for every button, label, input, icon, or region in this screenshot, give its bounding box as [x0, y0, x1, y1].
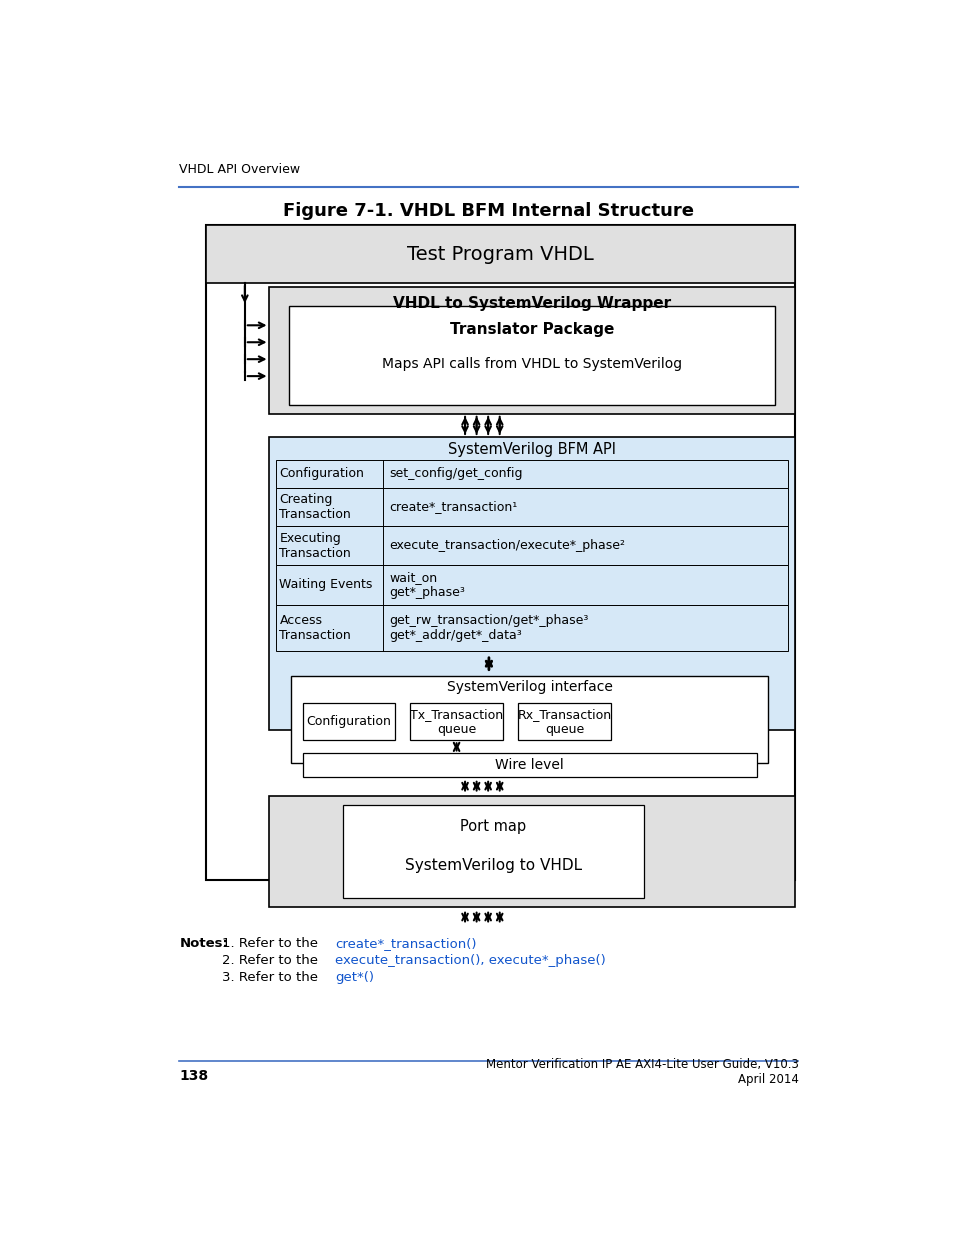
Text: 1. Refer to the: 1. Refer to the: [221, 936, 322, 950]
Text: Executing
Transaction: Executing Transaction: [279, 531, 351, 559]
Text: 3. Refer to the: 3. Refer to the: [221, 971, 322, 983]
Text: Port map: Port map: [460, 819, 526, 834]
Bar: [206, 225, 794, 283]
Text: set_config/get_config: set_config/get_config: [389, 467, 522, 480]
Bar: [275, 564, 787, 605]
Text: Wire level: Wire level: [495, 758, 563, 772]
Text: Waiting Events: Waiting Events: [279, 578, 373, 592]
Text: Test Program VHDL: Test Program VHDL: [407, 245, 593, 263]
Bar: [517, 704, 610, 740]
Text: SystemVerilog interface: SystemVerilog interface: [446, 680, 612, 694]
Text: Configuration: Configuration: [279, 467, 364, 480]
Text: VHDL API Overview: VHDL API Overview: [179, 163, 300, 177]
Bar: [269, 437, 794, 730]
Text: create*_transaction(): create*_transaction(): [335, 936, 476, 950]
Text: Configuration: Configuration: [306, 715, 391, 729]
Text: Mentor Verification IP AE AXI4-Lite User Guide, V10.3
April 2014: Mentor Verification IP AE AXI4-Lite User…: [485, 1058, 798, 1087]
Text: Translator Package: Translator Package: [450, 321, 614, 337]
Text: Figure 7-1. VHDL BFM Internal Structure: Figure 7-1. VHDL BFM Internal Structure: [283, 203, 694, 220]
Text: 2. Refer to the: 2. Refer to the: [221, 953, 322, 967]
Text: execute_transaction(), execute*_phase(): execute_transaction(), execute*_phase(): [335, 953, 605, 967]
Text: Tx_Transaction
queue: Tx_Transaction queue: [410, 708, 502, 736]
Bar: [289, 306, 774, 405]
Text: execute_transaction/execute*_phase²: execute_transaction/execute*_phase²: [389, 538, 625, 552]
Text: create*_transaction¹: create*_transaction¹: [389, 500, 517, 514]
Text: Access
Transaction: Access Transaction: [279, 614, 351, 642]
Bar: [275, 488, 787, 526]
Text: Maps API calls from VHDL to SystemVerilog: Maps API calls from VHDL to SystemVerilo…: [381, 357, 681, 370]
Bar: [410, 704, 502, 740]
Text: SystemVerilog to VHDL: SystemVerilog to VHDL: [405, 857, 581, 873]
Bar: [302, 753, 756, 777]
Bar: [302, 704, 395, 740]
Bar: [343, 805, 643, 898]
Bar: [275, 461, 787, 488]
Text: VHDL to SystemVerilog Wrapper: VHDL to SystemVerilog Wrapper: [393, 296, 670, 311]
Text: Rx_Transaction
queue: Rx_Transaction queue: [517, 708, 611, 736]
Text: Notes:: Notes:: [179, 936, 228, 950]
Bar: [275, 605, 787, 651]
Bar: [291, 677, 767, 763]
Text: get*(): get*(): [335, 971, 374, 983]
Bar: [206, 225, 794, 879]
Text: Creating
Transaction: Creating Transaction: [279, 493, 351, 521]
Bar: [275, 526, 787, 564]
Text: 138: 138: [179, 1070, 209, 1083]
Bar: [269, 287, 794, 414]
Text: SystemVerilog BFM API: SystemVerilog BFM API: [448, 442, 616, 457]
Bar: [269, 795, 794, 908]
Text: wait_on
get*_phase³: wait_on get*_phase³: [389, 571, 465, 599]
Text: get_rw_transaction/get*_phase³
get*_addr/get*_data³: get_rw_transaction/get*_phase³ get*_addr…: [389, 614, 588, 642]
